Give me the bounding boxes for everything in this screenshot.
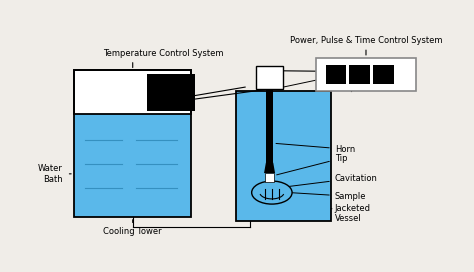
Text: Probe: Probe	[276, 72, 359, 89]
Text: Cavitation: Cavitation	[289, 174, 378, 187]
Bar	[349, 65, 370, 84]
Bar	[266, 89, 273, 163]
Text: Temperature Control System: Temperature Control System	[103, 49, 224, 58]
Bar	[374, 65, 393, 84]
Text: Sample: Sample	[292, 192, 366, 201]
Text: Cooling Tower: Cooling Tower	[103, 227, 162, 236]
Text: Horn: Horn	[276, 143, 355, 154]
Polygon shape	[264, 163, 275, 173]
Text: Power, Pulse & Time Control System: Power, Pulse & Time Control System	[290, 36, 442, 45]
Text: Water
Bath: Water Bath	[38, 164, 63, 184]
Bar	[236, 91, 331, 221]
Bar	[256, 66, 283, 89]
Bar	[326, 65, 346, 84]
Bar	[74, 70, 191, 114]
Bar	[265, 173, 274, 182]
Circle shape	[252, 181, 292, 204]
Text: Tip: Tip	[277, 154, 347, 175]
Text: Jacketed
Vessel: Jacketed Vessel	[331, 204, 371, 223]
Bar	[316, 58, 416, 91]
Bar	[147, 74, 195, 112]
Bar	[236, 91, 331, 221]
Bar	[74, 114, 191, 217]
Bar	[74, 70, 191, 217]
